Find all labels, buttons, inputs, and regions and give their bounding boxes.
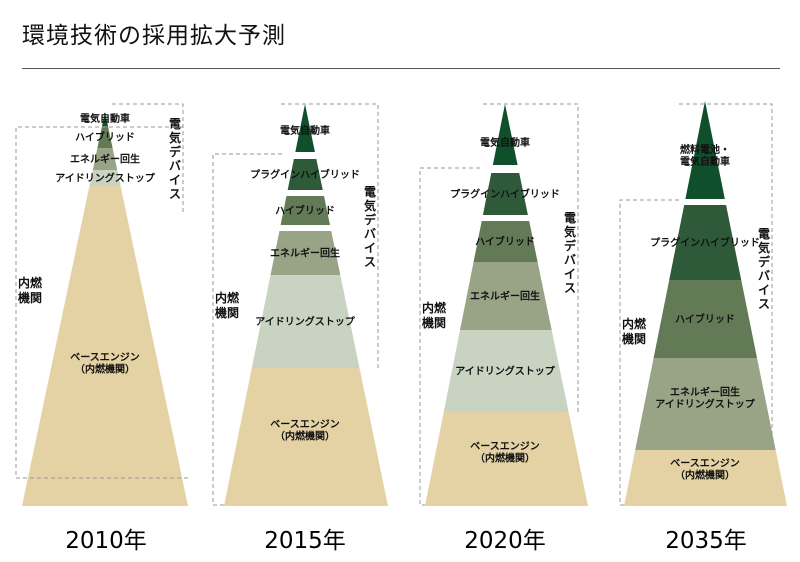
ice-bracket (419, 167, 480, 506)
segment-label-ev: 燃料電池・電気自動車 (680, 143, 730, 168)
segment-hybrid (653, 280, 758, 358)
segment-base-engine (224, 368, 388, 506)
year-label: 2015年 (264, 528, 346, 554)
segment-idling-stop (89, 170, 121, 186)
segment-label-hybrid: ハイブリッド (275, 204, 335, 217)
segment-label-phev: プラグインハイブリッド (250, 168, 360, 181)
year-label: 2020年 (464, 528, 546, 554)
segment-label-energy-regen: エネルギー回生アイドリングストップ (655, 386, 755, 411)
electric-device-label: 電気デバイス (758, 227, 771, 311)
segment-label-energy-regen: エネルギー回生 (70, 153, 140, 166)
pyramid-4: 燃料電池・電気自動車プラグインハイブリッドハイブリッドエネルギー回生アイドリング… (619, 101, 787, 554)
pyramid-3: 電気自動車プラグインハイブリッドハイブリッドエネルギー回生アイドリングストップベ… (419, 103, 588, 554)
electric-device-bracket (281, 103, 379, 368)
segment-idling-stop (251, 275, 360, 368)
electric-device-label: 電気デバイス (364, 185, 377, 269)
segment-phev (482, 173, 528, 215)
segment-ev (102, 112, 108, 126)
ice-label: 内燃機関 (622, 316, 647, 346)
ice-bracket (15, 126, 188, 479)
segment-label-idling-stop: アイドリングストップ (55, 172, 155, 185)
segment-energy-regen (635, 358, 776, 450)
ice-bracket (619, 199, 679, 506)
page-title: 環境技術の採用拡大予測 (22, 23, 286, 49)
segment-label-phev: プラグインハイブリッド (650, 236, 760, 249)
segment-phev (669, 205, 742, 280)
electric-device-label: 電気デバイス (564, 211, 577, 295)
segment-label-base-engine: ベースエンジン（内燃機関） (270, 419, 340, 443)
segment-base-engine (425, 412, 588, 506)
segment-ev (295, 104, 315, 152)
segment-label-ev: 電気自動車 (80, 112, 130, 125)
segment-label-ev: 電気自動車 (280, 124, 330, 137)
segment-base-engine (22, 186, 188, 506)
segment-label-phev: プラグインハイブリッド (450, 188, 560, 201)
segment-ev (492, 104, 518, 165)
segment-hybrid (280, 196, 330, 225)
segment-label-base-engine: ベースエンジン（内燃機関） (70, 352, 140, 376)
segment-hybrid (97, 126, 113, 148)
segment-label-ev: 電気自動車 (480, 136, 530, 149)
segment-label-idling-stop: アイドリングストップ (255, 315, 355, 328)
electric-device-bracket (679, 103, 773, 450)
segment-label-energy-regen: エネルギー回生 (270, 247, 340, 260)
segment-label-hybrid: ハイブリッド (75, 131, 135, 144)
pyramid-1: 電気自動車ハイブリッドエネルギー回生アイドリングストップベースエンジン（内燃機関… (15, 103, 188, 554)
segment-label-idling-stop: アイドリングストップ (455, 365, 555, 378)
segment-base-engine (624, 450, 787, 506)
year-label: 2035年 (665, 528, 747, 554)
segment-label-hybrid: ハイブリッド (475, 235, 535, 248)
pyramid-2: 電気自動車プラグインハイブリッドハイブリッドエネルギー回生アイドリングストップベ… (212, 103, 388, 554)
electric-device-label: 電気デバイス (169, 117, 182, 201)
electric-device-bracket (112, 103, 184, 214)
ice-label: 内燃機関 (422, 300, 447, 330)
segment-label-base-engine: ベースエンジン（内燃機関） (670, 458, 740, 482)
ice-label: 内燃機関 (215, 290, 240, 320)
year-label: 2010年 (65, 528, 147, 554)
segment-ev (685, 101, 725, 199)
segment-hybrid (473, 221, 538, 262)
segment-energy-regen (270, 231, 341, 275)
segment-label-hybrid: ハイブリッド (675, 313, 735, 326)
segment-phev (287, 159, 323, 190)
segment-label-energy-regen: エネルギー回生 (470, 290, 540, 303)
electric-device-bracket (483, 103, 579, 412)
ice-label: 内燃機関 (18, 275, 43, 305)
segment-energy-regen (460, 262, 552, 330)
segment-label-base-engine: ベースエンジン（内燃機関） (470, 441, 540, 465)
segment-energy-regen (92, 148, 118, 170)
title-divider (22, 68, 780, 69)
segment-idling-stop (443, 330, 569, 412)
